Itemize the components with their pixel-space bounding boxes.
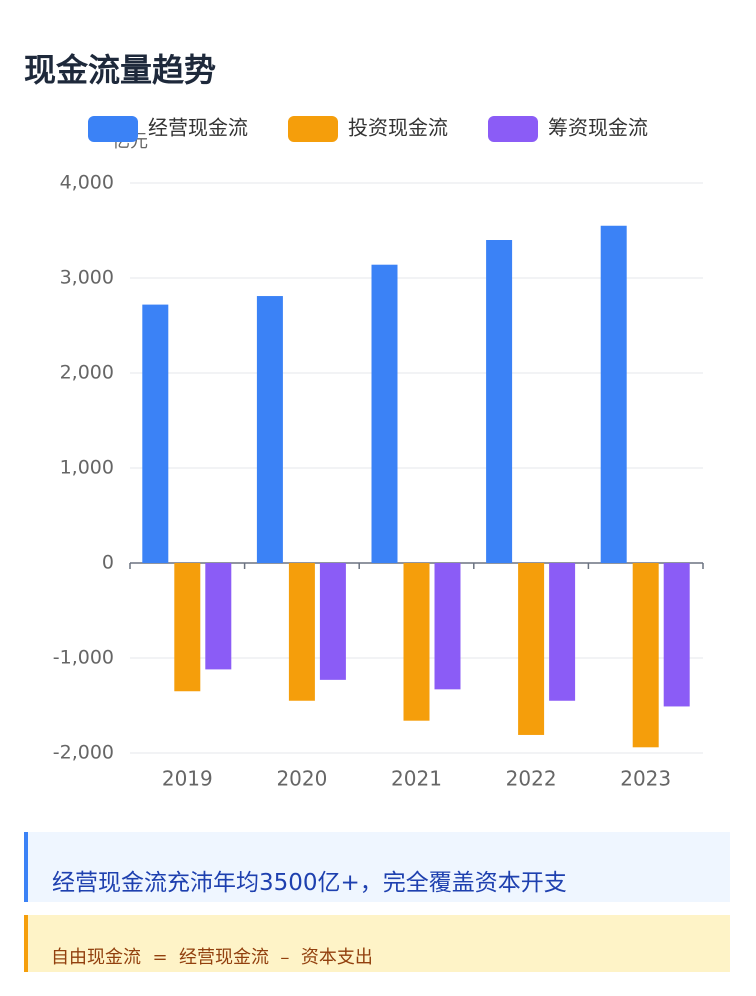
legend-label: 投资现金流 <box>348 116 448 140</box>
y-tick-label: 3,000 <box>60 267 114 289</box>
bar <box>174 563 201 692</box>
bar <box>549 563 576 701</box>
legend-swatch <box>88 116 138 142</box>
legend-label: 筹资现金流 <box>548 116 648 140</box>
x-tick-label: 2020 <box>276 767 327 791</box>
bar <box>256 296 283 563</box>
x-tick-label: 2021 <box>391 767 442 791</box>
bar <box>518 563 545 735</box>
insight-note: 经营现金流充沛年均3500亿+，完全覆盖资本开支 <box>24 832 730 902</box>
x-tick-label: 2023 <box>620 767 671 791</box>
y-tick-label: 2,000 <box>60 362 114 384</box>
chart: 现金流量趋势 亿元 经营现金流投资现金流筹资现金流-2,000-1,00001,… <box>24 51 704 791</box>
x-tick-label: 2022 <box>506 767 557 791</box>
y-tick-label: 1,000 <box>60 457 114 479</box>
bar <box>288 563 315 701</box>
bar <box>663 563 690 707</box>
legend-swatch <box>288 116 338 142</box>
y-tick-label: 4,000 <box>60 172 114 194</box>
bar <box>434 563 461 690</box>
x-tick-label: 2019 <box>162 767 213 791</box>
y-tick-label: 0 <box>102 552 114 574</box>
y-tick-label: -1,000 <box>53 647 114 669</box>
bar <box>403 563 430 721</box>
bar <box>600 225 627 563</box>
legend-swatch <box>488 116 538 142</box>
bar <box>632 563 659 748</box>
legend-label: 经营现金流 <box>148 116 248 140</box>
y-tick-label: -2,000 <box>53 742 114 764</box>
bar <box>142 304 169 563</box>
bar <box>205 563 232 670</box>
bar <box>319 563 346 680</box>
chart-title: 现金流量趋势 <box>24 51 216 89</box>
bar <box>371 264 398 563</box>
bar <box>486 240 513 563</box>
formula-note: 自由现金流 = 经营现金流 – 资本支出 <box>24 915 730 972</box>
